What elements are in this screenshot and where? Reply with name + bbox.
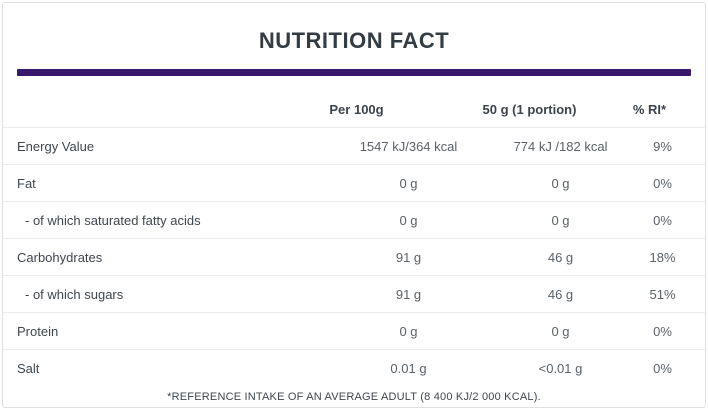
nutrition-table: Per 100g 50 g (1 portion) % RI* Energy V… (3, 91, 705, 386)
row-value-per-portion: <0.01 g (538, 360, 583, 376)
table-row: - of which sugars 91 g 46 g 51% (3, 275, 705, 312)
row-value-per-100g: 0 g (399, 175, 418, 191)
table-header-row: Per 100g 50 g (1 portion) % RI* (3, 91, 705, 127)
row-label: Carbohydrates (17, 249, 103, 265)
row-value-per-100g: 1547 kJ/364 kcal (359, 138, 458, 154)
row-label: Salt (17, 360, 40, 376)
table-row: - of which saturated fatty acids 0 g 0 g 0% (3, 201, 705, 238)
column-header-per-portion: 50 g (1 portion) (482, 101, 577, 117)
row-value-per-portion: 0 g (551, 323, 570, 339)
column-header-per-100g: Per 100g (329, 101, 384, 117)
row-label: Energy Value (17, 138, 95, 154)
table-row: Fat 0 g 0 g 0% (3, 164, 705, 201)
row-value-ri-percent: 18% (649, 249, 676, 265)
row-value-per-portion: 774 kJ /182 kcal (513, 138, 608, 154)
row-label: - of which sugars (25, 286, 124, 302)
row-label: Protein (17, 323, 59, 339)
page-title: NUTRITION FACT (258, 28, 450, 53)
table-row: Carbohydrates 91 g 46 g 18% (3, 238, 705, 275)
row-value-ri-percent: 0% (653, 212, 672, 228)
row-value-per-100g: 0 g (399, 212, 418, 228)
row-value-per-100g: 91 g (395, 286, 422, 302)
table-row: Protein 0 g 0 g 0% (3, 312, 705, 349)
table-row: Energy Value 1547 kJ/364 kcal 774 kJ /182 … (3, 127, 705, 164)
column-header-ri-percent: % RI* (632, 101, 667, 117)
row-value-per-100g: 0 g (399, 323, 418, 339)
row-value-ri-percent: 0% (653, 360, 672, 376)
row-value-per-portion: 46 g (547, 249, 574, 265)
table-body: Energy Value 1547 kJ/364 kcal 774 kJ /182 … (3, 127, 705, 386)
row-value-ri-percent: 9% (653, 138, 672, 154)
row-value-ri-percent: 0% (653, 323, 672, 339)
row-value-per-100g: 91 g (395, 249, 422, 265)
accent-divider-bar (17, 69, 691, 76)
table-row: Salt 0.01 g <0.01 g 0% (3, 349, 705, 386)
row-value-per-portion: 0 g (551, 175, 570, 191)
row-value-per-portion: 0 g (551, 212, 570, 228)
row-value-ri-percent: 0% (653, 175, 672, 191)
row-value-per-100g: 0.01 g (390, 360, 427, 376)
reference-intake-footnote: *REFERENCE INTAKE OF AN AVERAGE ADULT (8… (167, 391, 541, 403)
row-label: Fat (17, 175, 36, 191)
row-value-ri-percent: 51% (649, 286, 676, 302)
nutrition-facts-card: NUTRITION FACT Per 100g 50 g (1 portion)… (2, 2, 706, 408)
row-label: - of which saturated fatty acids (25, 212, 201, 228)
row-value-per-portion: 46 g (547, 286, 574, 302)
